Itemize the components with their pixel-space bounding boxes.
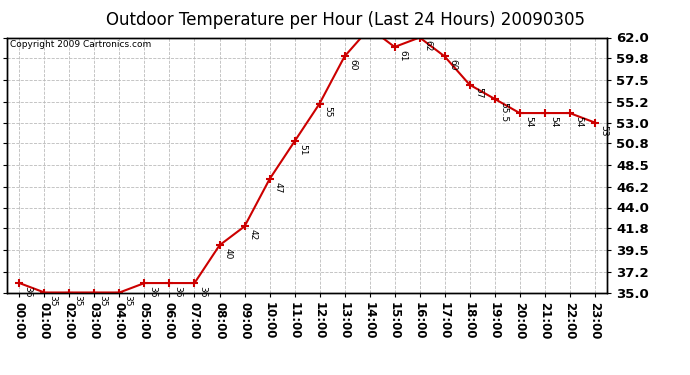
Text: 36: 36 [199,286,208,297]
Text: 55: 55 [324,106,333,118]
Text: 35: 35 [48,295,57,307]
Text: 55.5: 55.5 [499,102,508,122]
Text: 35: 35 [99,295,108,307]
Text: 36: 36 [23,286,32,297]
Text: 42: 42 [248,229,257,240]
Text: 51: 51 [299,144,308,156]
Text: 54: 54 [524,116,533,127]
Text: 40: 40 [224,248,233,259]
Text: 36: 36 [148,286,157,297]
Text: 62: 62 [424,40,433,52]
Text: 61: 61 [399,50,408,61]
Text: 53: 53 [599,125,608,137]
Text: 63: 63 [0,374,1,375]
Text: 54: 54 [549,116,558,127]
Text: Outdoor Temperature per Hour (Last 24 Hours) 20090305: Outdoor Temperature per Hour (Last 24 Ho… [106,11,584,29]
Text: 47: 47 [274,182,283,194]
Text: 35: 35 [74,295,83,307]
Text: 57: 57 [474,87,483,99]
Text: 36: 36 [174,286,183,297]
Text: 54: 54 [574,116,583,127]
Text: Copyright 2009 Cartronics.com: Copyright 2009 Cartronics.com [10,40,151,49]
Text: 35: 35 [124,295,132,307]
Text: 60: 60 [348,59,357,70]
Text: 60: 60 [448,59,457,70]
